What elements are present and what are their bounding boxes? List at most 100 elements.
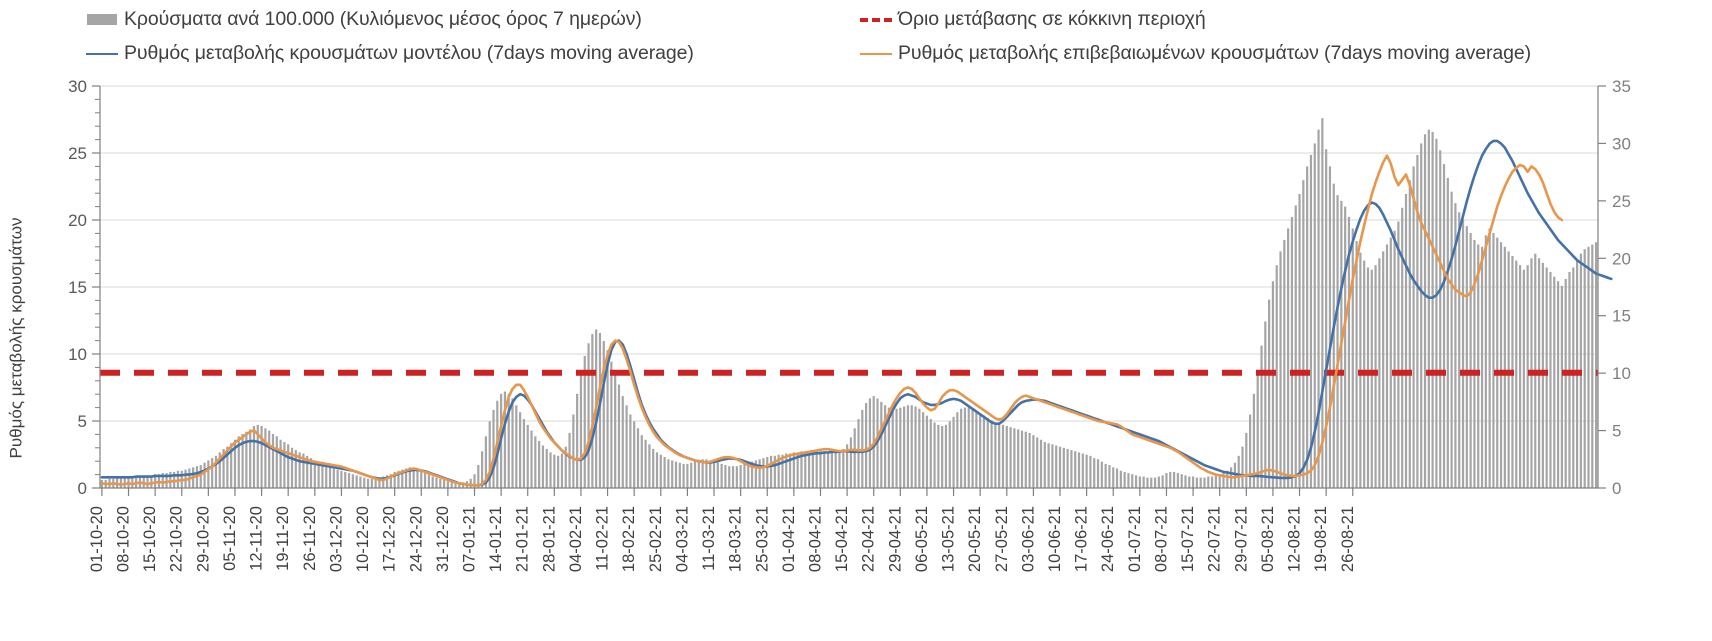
bar: [906, 405, 910, 488]
bar: [484, 436, 488, 488]
bar: [800, 451, 803, 488]
bar: [576, 393, 579, 488]
bar: [937, 424, 940, 488]
bar: [1522, 269, 1525, 488]
bar: [473, 474, 476, 488]
bar: [739, 465, 742, 488]
axis-tick-label: 0: [78, 479, 87, 498]
bar: [526, 424, 529, 488]
bar: [389, 474, 392, 488]
legend-item-confirmed-line[interactable]: Ρυθμός μεταβολής επιβεβαιωμένων κρουσμάτ…: [860, 42, 1531, 65]
bar: [769, 455, 773, 488]
bar: [678, 462, 681, 488]
bar: [861, 409, 864, 488]
bar: [309, 458, 313, 488]
bar: [762, 458, 765, 488]
bar: [994, 422, 997, 488]
bar: [1241, 446, 1244, 488]
bar: [442, 479, 446, 488]
bar: [268, 430, 271, 488]
bar: [880, 401, 883, 488]
legend-item-threshold[interactable]: Όριο μετάβασης σε κόκκινη περιοχή: [860, 8, 1206, 31]
bar: [948, 421, 951, 488]
bar: [1302, 180, 1305, 488]
axis-tick-label: 07-01-21: [461, 506, 479, 572]
bar: [1480, 246, 1484, 488]
bar: [161, 473, 164, 488]
bar: [230, 443, 233, 488]
bar: [553, 454, 556, 488]
bar: [1218, 474, 1221, 488]
bar: [1119, 470, 1122, 488]
bar: [579, 373, 583, 488]
axis-tick-label: 04-02-21: [567, 506, 585, 572]
bar: [408, 467, 411, 488]
bar: [1104, 463, 1107, 488]
bar: [519, 412, 522, 488]
bar: [1317, 129, 1320, 488]
bar-swatch-icon: [86, 11, 118, 29]
bar: [1427, 129, 1430, 488]
bar: [1024, 431, 1027, 488]
bar: [1058, 446, 1062, 488]
bar: [1549, 272, 1552, 488]
bar: [249, 429, 252, 488]
legend-item-cases-bars[interactable]: Κρούσματα ανά 100.000 (Κυλιόμενος μέσος …: [86, 8, 642, 31]
bar: [416, 469, 419, 488]
bar: [306, 455, 309, 488]
legend-label-model-line: Ρυθμός μεταβολής κρουσμάτων μοντέλου (7d…: [124, 42, 694, 64]
bar: [1298, 193, 1301, 488]
bar: [1442, 164, 1446, 488]
bar: [1108, 465, 1111, 488]
bar: [1047, 443, 1050, 488]
axis-tick-label: 03-06-21: [1019, 506, 1037, 572]
axis-tick-label: 11-02-21: [594, 506, 612, 571]
legend-item-model-line[interactable]: Ρυθμός μεταβολής κρουσμάτων μοντέλου (7d…: [86, 42, 694, 65]
bar: [382, 476, 385, 488]
bar: [1499, 242, 1503, 488]
bar: [294, 450, 297, 488]
axis-tick-label: 27-05-21: [993, 506, 1011, 572]
line-icon-blue: [86, 45, 118, 63]
axis-tick-label: 13-05-21: [940, 506, 958, 572]
axis-tick-label: 22-07-21: [1206, 506, 1224, 572]
axis-tick-label: 14-01-21: [487, 506, 505, 572]
bar: [644, 439, 647, 488]
bar: [275, 436, 278, 488]
bar: [332, 468, 335, 488]
bar: [963, 407, 967, 488]
bar: [1020, 430, 1024, 488]
bar: [279, 439, 282, 488]
axis-tick-label: 15-07-21: [1179, 506, 1197, 572]
bar: [298, 452, 301, 488]
bar: [922, 412, 925, 488]
dashed-line-icon: [860, 11, 892, 29]
bar: [967, 407, 970, 488]
bar: [1032, 435, 1035, 488]
bar: [960, 408, 963, 488]
bar: [773, 455, 776, 488]
axis-tick-label: 12-08-21: [1286, 506, 1304, 572]
bar: [674, 461, 678, 488]
bar: [1484, 235, 1487, 488]
bar: [971, 408, 974, 488]
axis-tick-label: 29-04-21: [886, 506, 904, 572]
bar: [952, 416, 955, 488]
bar: [792, 452, 795, 488]
bar: [1420, 143, 1423, 488]
bar: [941, 425, 944, 488]
bar: [511, 398, 514, 488]
bar: [363, 477, 366, 488]
bar: [173, 471, 176, 488]
bar: [705, 459, 708, 488]
bar: [1036, 437, 1039, 488]
bar: [271, 434, 275, 488]
bar: [796, 452, 799, 488]
bar: [1009, 427, 1012, 488]
bar: [899, 407, 902, 488]
bar: [1096, 459, 1100, 488]
bar: [522, 419, 526, 488]
bar: [199, 465, 202, 488]
axis-tick-label: 0: [1612, 479, 1621, 498]
axis-tick-label: 28-01-21: [540, 506, 558, 572]
